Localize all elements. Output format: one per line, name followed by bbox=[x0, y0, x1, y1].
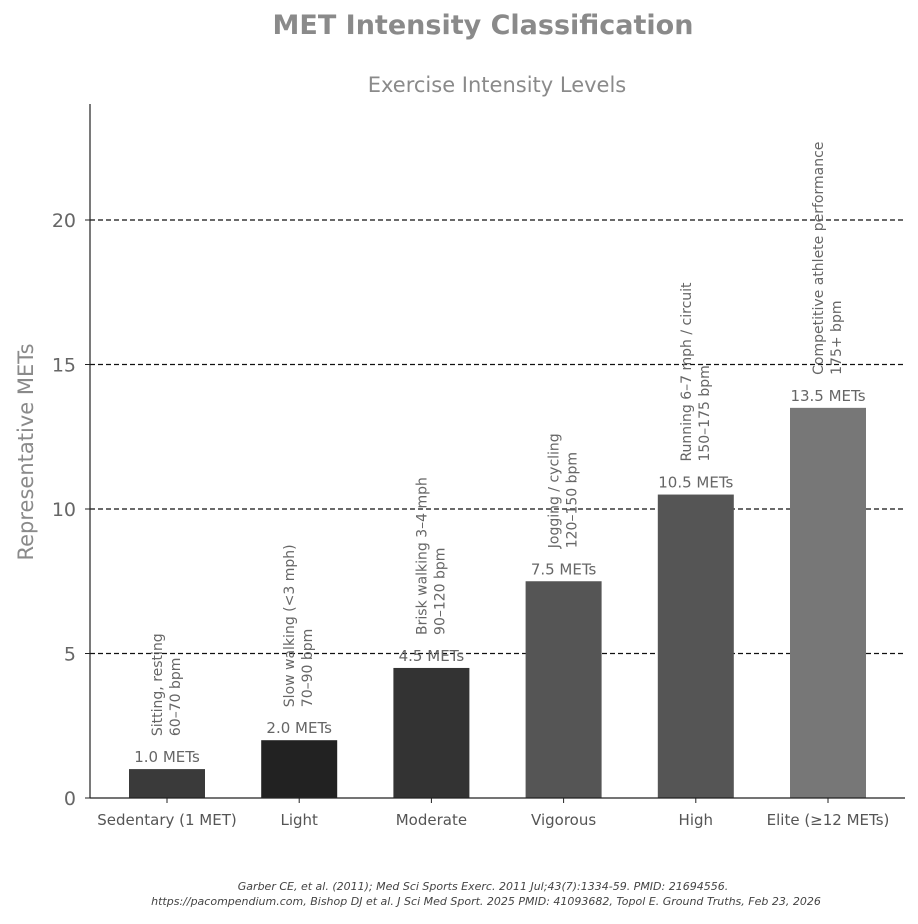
y-tick-label: 10 bbox=[52, 499, 76, 521]
y-tick-label: 5 bbox=[64, 644, 76, 666]
bar bbox=[790, 407, 866, 798]
y-ticks: 0 5 10 15 20 bbox=[52, 210, 90, 810]
bar-description-label: Brisk walking 3–4 mph bbox=[414, 477, 430, 635]
bar-value-label: 2.0 METs bbox=[266, 719, 332, 737]
bar-labels: 1.0 METs Sitting, resting 60–70 bpm 2.0 MET… bbox=[134, 142, 865, 766]
bar-description-label: Jogging / cycling bbox=[547, 433, 563, 549]
bar-value-label: 10.5 METs bbox=[658, 474, 733, 492]
chart-title: MET Intensity Classification bbox=[273, 10, 694, 41]
x-tick-label: Sedentary (1 MET) bbox=[97, 811, 237, 829]
bar-description-label: 60–70 bpm bbox=[168, 658, 184, 737]
bar-description-label: Running 6–7 mph / circuit bbox=[679, 282, 695, 462]
chart-subtitle: Exercise Intensity Levels bbox=[368, 73, 627, 97]
bar bbox=[129, 769, 205, 798]
y-tick-label: 15 bbox=[52, 355, 76, 377]
bars bbox=[129, 407, 866, 798]
bar-description-label: Competitive athlete performance bbox=[811, 142, 827, 375]
bar bbox=[393, 667, 470, 798]
bar-description-label: 150–175 bpm bbox=[697, 365, 713, 461]
bar-description-label: 90–120 bpm bbox=[432, 548, 448, 635]
gridlines bbox=[90, 219, 905, 655]
bar-description-label: 70–90 bpm bbox=[300, 629, 316, 708]
bar-value-label: 7.5 METs bbox=[531, 560, 597, 578]
footer-citation-line-1: Garber CE, et al. (2011); Med Sci Sports… bbox=[238, 880, 728, 893]
bar-description-label: Slow walking (<3 mph) bbox=[282, 544, 298, 707]
y-tick-label: 20 bbox=[52, 210, 76, 232]
x-ticks: Sedentary (1 MET) Light Moderate Vigorous Hi… bbox=[97, 798, 889, 829]
x-tick-label: Vigorous bbox=[531, 811, 596, 829]
bar-description-label: Sitting, resting bbox=[150, 633, 166, 736]
y-axis-label: Representative METs bbox=[14, 343, 38, 560]
x-tick-label: High bbox=[679, 811, 713, 829]
x-tick-label: Moderate bbox=[396, 811, 467, 829]
bar-value-label: 13.5 METs bbox=[790, 387, 865, 405]
bar-description-label: 120–150 bpm bbox=[565, 452, 581, 548]
bar bbox=[657, 494, 734, 798]
x-tick-label: Light bbox=[280, 811, 318, 829]
y-tick-label: 0 bbox=[64, 788, 76, 810]
bar-description-label: 175+ bpm bbox=[829, 301, 845, 375]
bar bbox=[261, 740, 338, 798]
bar-value-label: 4.5 METs bbox=[399, 647, 465, 665]
bar-value-label: 1.0 METs bbox=[134, 748, 200, 766]
x-tick-label: Elite (≥12 METs) bbox=[767, 811, 890, 829]
bar bbox=[525, 581, 602, 798]
footer-citation-line-2: https://pacompendium.com, Bishop DJ et a… bbox=[151, 895, 821, 908]
